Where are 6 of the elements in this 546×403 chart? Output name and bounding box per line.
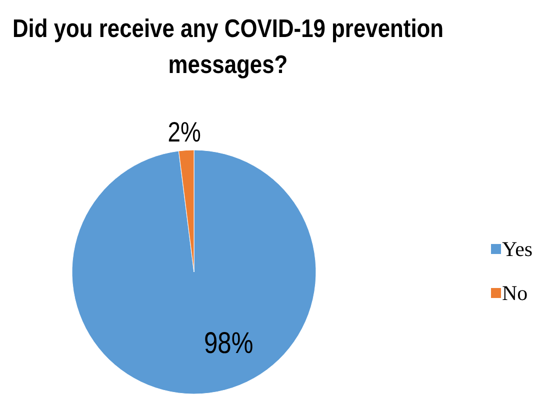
data-label: 2% — [168, 118, 201, 148]
chart-title: Did you receive any COVID-19 prevention messages? — [12, 14, 444, 80]
pie-slice — [72, 150, 316, 394]
data-label: 98% — [204, 326, 254, 360]
legend-label: Yes — [502, 237, 533, 261]
legend-label: No — [502, 281, 528, 305]
